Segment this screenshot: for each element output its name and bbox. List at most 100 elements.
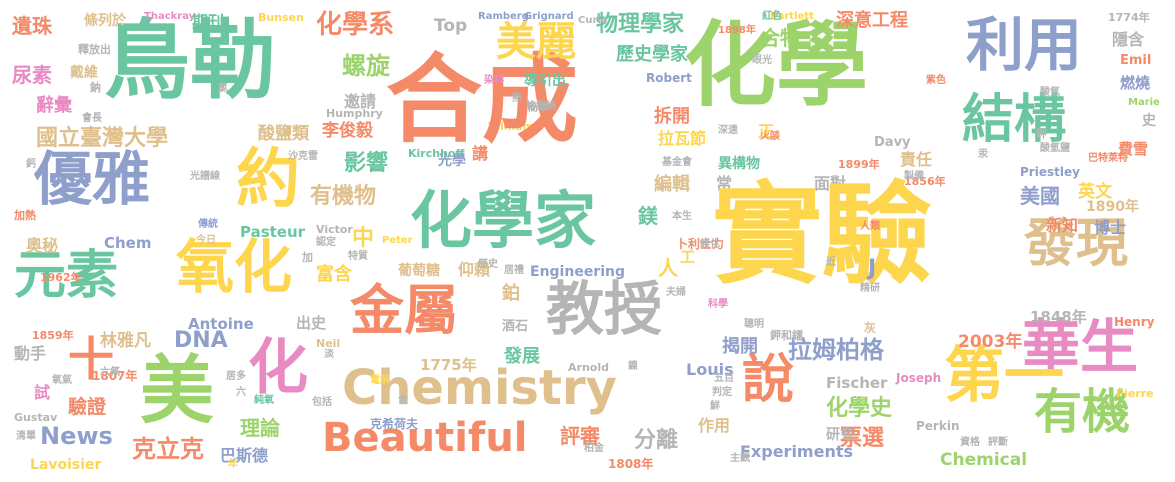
cloud-word: 尿素 xyxy=(12,63,52,87)
cloud-word: 鈣 xyxy=(26,159,36,170)
cloud-word: 化 xyxy=(248,333,308,403)
cloud-word: 第一 xyxy=(944,341,1064,411)
cloud-word: 鎂 xyxy=(638,204,658,228)
cloud-word: 期刊 xyxy=(192,12,225,31)
cloud-word: 淡 xyxy=(324,349,334,360)
cloud-word: 格里納 xyxy=(526,101,556,112)
cloud-word: 酒石 xyxy=(502,319,529,334)
cloud-word: 物理學家 xyxy=(596,12,685,37)
cloud-word: 居禮 xyxy=(504,265,524,276)
cloud-word: 結構 xyxy=(962,90,1067,150)
cloud-word: 人類 xyxy=(860,221,880,232)
cloud-word: 動手 xyxy=(14,344,47,363)
cloud-word: Grignard xyxy=(524,11,574,22)
cloud-word: 邀請 xyxy=(344,92,377,111)
cloud-word: 克立克 xyxy=(132,435,204,463)
cloud-word: 中 xyxy=(352,226,375,251)
cloud-word: 理論 xyxy=(240,416,280,440)
cloud-word: 卜利士力 xyxy=(676,237,725,251)
cloud-word: 拉瓦節 xyxy=(658,129,707,148)
cloud-word: 1890年 xyxy=(1086,199,1139,215)
cloud-word: News xyxy=(40,422,113,450)
cloud-word: 常 xyxy=(716,174,733,193)
cloud-word: Fischer xyxy=(826,374,888,392)
cloud-word: 柏金 xyxy=(584,443,604,454)
cloud-word: 教授 xyxy=(546,275,663,343)
cloud-word: 克希荷夫 xyxy=(370,417,419,431)
cloud-word: Pierre xyxy=(1116,387,1154,400)
cloud-word: 電解 xyxy=(370,375,390,386)
cloud-word: Chemical xyxy=(940,450,1028,470)
cloud-word: 合物 xyxy=(760,26,800,50)
cloud-word: 光譜線 xyxy=(190,171,220,182)
cloud-word: Curie xyxy=(578,15,608,26)
cloud-word: 鉑 xyxy=(502,283,520,304)
cloud-word: 眼光 xyxy=(752,55,772,66)
cloud-word: 遺珠 xyxy=(12,14,52,38)
cloud-word: 仰賴 xyxy=(458,260,491,279)
cloud-word: 1859年 xyxy=(32,329,74,342)
cloud-word: 1807年 xyxy=(92,369,138,383)
cloud-word: Henry xyxy=(1114,315,1155,329)
cloud-word: Neil xyxy=(316,337,341,350)
cloud-word: Top xyxy=(434,16,468,36)
cloud-word: 清單 xyxy=(16,431,36,442)
cloud-word: 鎳 xyxy=(628,361,638,372)
cloud-word: 編輯 xyxy=(654,174,690,195)
cloud-word: 拆開 xyxy=(654,106,690,127)
cloud-word: 含 xyxy=(398,395,408,406)
cloud-word: 紅色 xyxy=(762,11,782,22)
cloud-word: 氧氣 xyxy=(52,375,72,386)
cloud-word: 六 xyxy=(236,387,246,398)
cloud-word: 紫色 xyxy=(926,75,946,86)
cloud-word: 聰明 xyxy=(744,319,764,330)
cloud-word: 加熱 xyxy=(14,209,36,222)
cloud-word: 本生 xyxy=(672,211,692,222)
cloud-word: 螺旋 xyxy=(342,52,390,80)
cloud-word: 發展 xyxy=(504,346,540,367)
cloud-word: 基金會 xyxy=(662,157,692,168)
cloud-word: 實驗 xyxy=(712,171,932,299)
cloud-word: 巴特萊特 xyxy=(1088,153,1128,164)
cloud-word: 影響 xyxy=(344,151,389,176)
cloud-word: 光學 xyxy=(438,153,466,169)
cloud-word: 主觀 xyxy=(730,453,750,464)
cloud-word: 鈉 xyxy=(90,81,101,94)
cloud-word: 李俊毅 xyxy=(322,121,373,141)
cloud-word: 正 xyxy=(758,122,775,141)
cloud-word: 奧秘 xyxy=(26,236,59,255)
cloud-word: 簡單 xyxy=(528,103,548,114)
cloud-word: 面對 xyxy=(814,174,847,193)
cloud-word: J xyxy=(868,256,877,281)
cloud-word: 人 xyxy=(658,256,678,280)
cloud-word: 林雅凡 xyxy=(100,331,151,351)
cloud-word: 發現 xyxy=(1024,214,1129,274)
cloud-word: 製備 xyxy=(904,171,924,182)
cloud-word: 驗證 xyxy=(68,396,107,418)
cloud-word: 作用 xyxy=(698,416,731,435)
cloud-word: 元素 xyxy=(14,246,119,306)
cloud-word: 氯 xyxy=(218,83,228,94)
cloud-word: Lavoisier xyxy=(30,457,102,473)
cloud-word: 1848年 xyxy=(1030,308,1087,326)
cloud-word: 優雅 xyxy=(34,145,151,213)
cloud-word: 化學 xyxy=(684,12,869,119)
cloud-word: 條列於 xyxy=(84,13,126,29)
cloud-word: 深意 xyxy=(836,10,872,31)
cloud-word: 1808年 xyxy=(608,457,654,471)
cloud-word: DNA xyxy=(174,328,228,353)
cloud-word: 合成 xyxy=(386,44,578,156)
cloud-word: Peter xyxy=(382,235,413,246)
cloud-word: Pasteur xyxy=(240,223,306,241)
cloud-word: 分離 xyxy=(634,428,679,453)
cloud-word: 利用 xyxy=(966,11,1083,79)
cloud-word: 化學家 xyxy=(410,184,597,257)
cloud-word: 汞 xyxy=(978,149,988,160)
cloud-word: Arnold xyxy=(568,361,609,374)
cloud-word: 評審 xyxy=(560,424,600,448)
cloud-word: 鉀和鐳 xyxy=(770,329,803,342)
cloud-word: 精研 xyxy=(860,283,880,294)
cloud-word: Joseph xyxy=(896,371,942,385)
cloud-word: Kirchhoff xyxy=(408,147,465,160)
